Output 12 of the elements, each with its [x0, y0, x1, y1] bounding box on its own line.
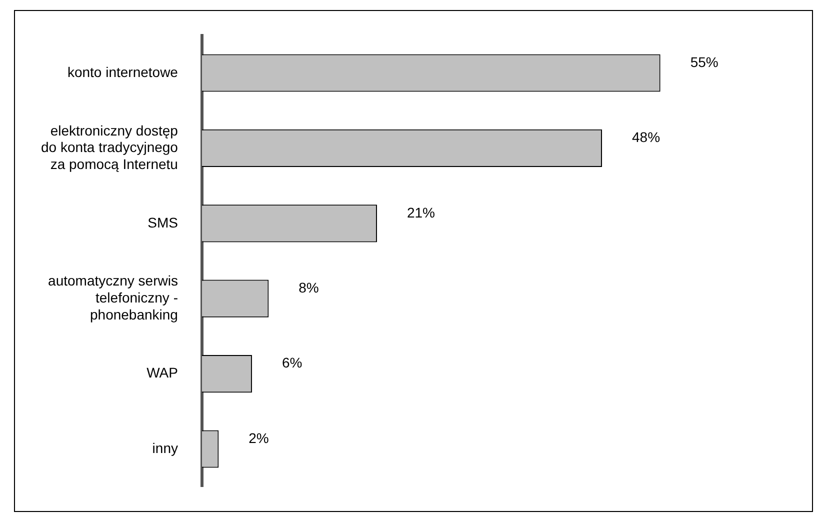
data-label: 2%	[248, 430, 269, 446]
y-tick-label: automatyczny serwis telefoniczny - phonebanking	[48, 272, 178, 322]
y-tick-label: SMS	[148, 214, 178, 230]
y-tick-label: WAP	[146, 364, 178, 381]
data-label: 8%	[298, 279, 319, 296]
data-label: 55%	[690, 54, 718, 70]
data-label: 6%	[282, 354, 302, 371]
y-tick-label: inny	[152, 440, 178, 456]
data-label: 48%	[632, 129, 660, 146]
data-label: 21%	[406, 204, 436, 220]
y-tick-label: elektroniczny dostęp do konta tradycyjnego za pomocą Internetu	[40, 122, 178, 172]
y-tick-label: konto internetowe	[67, 64, 178, 80]
